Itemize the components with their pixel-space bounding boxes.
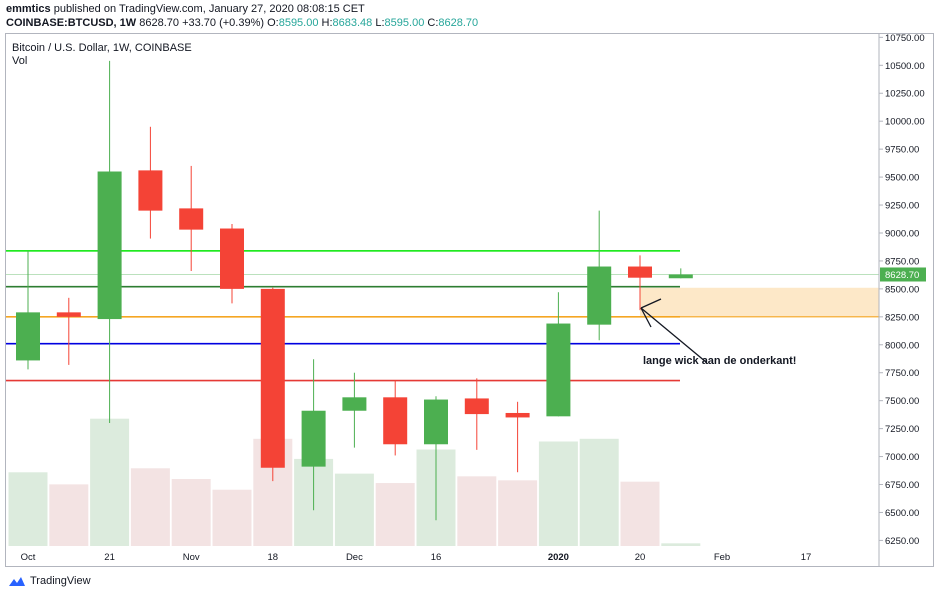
annotation-text: lange wick aan de onderkant! bbox=[643, 355, 797, 367]
author-name[interactable]: emmtics bbox=[6, 3, 51, 15]
publish-header: emmtics published on TradingView.com, Ja… bbox=[6, 3, 365, 15]
volume-label: Vol bbox=[12, 55, 28, 67]
candle-body bbox=[464, 398, 489, 415]
y-tick-label: 7500.00 bbox=[885, 396, 919, 407]
candle-body bbox=[546, 323, 571, 417]
candle-body bbox=[383, 397, 408, 445]
candle-body bbox=[138, 170, 163, 211]
chart-symbol-title: Bitcoin / U.S. Dollar, 1W, COINBASE bbox=[12, 42, 192, 54]
candle-body bbox=[342, 397, 367, 411]
y-tick-label: 10500.00 bbox=[885, 61, 925, 72]
volume-bar bbox=[130, 468, 170, 546]
footer-brand: TradingView bbox=[30, 575, 91, 587]
candle-body bbox=[505, 412, 530, 418]
close-value: 8628.70 bbox=[438, 17, 479, 29]
candle-body bbox=[424, 399, 448, 445]
published-text: published on TradingView.com, January 27… bbox=[53, 3, 365, 15]
open-label: O: bbox=[267, 17, 279, 29]
annotation-arrow-line bbox=[640, 307, 707, 363]
candle-body bbox=[668, 274, 693, 279]
volume-bar bbox=[375, 483, 415, 546]
volume-bar bbox=[620, 481, 660, 546]
y-tick-label: 10750.00 bbox=[885, 33, 925, 44]
support-zone bbox=[640, 287, 879, 317]
last-price-badge-label: 8628.70 bbox=[885, 270, 919, 281]
y-tick-label: 6250.00 bbox=[885, 536, 919, 547]
y-tick-label: 7000.00 bbox=[885, 452, 919, 463]
y-tick-label: 8000.00 bbox=[885, 340, 919, 351]
volume-bar bbox=[579, 438, 619, 546]
high-value: 8683.48 bbox=[332, 17, 373, 29]
tradingview-footer[interactable]: TradingView bbox=[8, 575, 91, 587]
y-tick-label: 8250.00 bbox=[885, 312, 919, 323]
y-tick-label: 8750.00 bbox=[885, 256, 919, 267]
price-change: +33.70 (+0.39%) bbox=[182, 17, 265, 29]
candle-body bbox=[587, 266, 612, 325]
candle-body bbox=[16, 312, 40, 361]
y-tick-label: 8500.00 bbox=[885, 284, 919, 295]
x-tick-label: 2020 bbox=[548, 552, 569, 563]
last-price-badge bbox=[880, 267, 926, 282]
candle-body bbox=[301, 410, 326, 467]
x-tick-label: 17 bbox=[801, 552, 812, 563]
x-tick-label: 21 bbox=[104, 552, 115, 563]
y-tick-label: 9000.00 bbox=[885, 228, 919, 239]
symbol-header: COINBASE:BTCUSD, 1W 8628.70 +33.70 (+0.3… bbox=[6, 17, 478, 29]
candle-body bbox=[260, 288, 285, 468]
symbol-line: COINBASE:BTCUSD, 1W bbox=[6, 17, 137, 29]
y-tick-label: 9500.00 bbox=[885, 173, 919, 184]
volume-bar bbox=[457, 476, 497, 546]
candle-body bbox=[56, 312, 81, 317]
annotation-arrow-head bbox=[640, 298, 662, 309]
y-tick-label: 9250.00 bbox=[885, 201, 919, 212]
y-tick-label: 10250.00 bbox=[885, 89, 925, 100]
y-tick-label: 7750.00 bbox=[885, 368, 919, 379]
x-tick-label: 18 bbox=[268, 552, 279, 563]
high-label: H: bbox=[321, 17, 333, 29]
y-tick-label: 7250.00 bbox=[885, 424, 919, 435]
y-tick-label: 10000.00 bbox=[885, 117, 925, 128]
x-tick-label: 20 bbox=[635, 552, 646, 563]
open-value: 8595.00 bbox=[278, 17, 319, 29]
volume-bar bbox=[90, 418, 130, 546]
x-tick-label: Nov bbox=[183, 552, 200, 563]
x-tick-label: Dec bbox=[346, 552, 363, 563]
volume-bar bbox=[661, 543, 701, 546]
candle-body bbox=[179, 208, 204, 230]
y-tick-label: 6500.00 bbox=[885, 508, 919, 519]
low-label: L: bbox=[375, 17, 385, 29]
volume-bar bbox=[171, 479, 211, 546]
annotation-arrow-head bbox=[640, 307, 652, 328]
tradingview-logo-icon bbox=[9, 577, 25, 586]
candle-body bbox=[628, 266, 652, 278]
x-tick-label: Oct bbox=[21, 552, 36, 563]
volume-bar bbox=[334, 473, 374, 546]
volume-bar bbox=[498, 480, 538, 546]
y-tick-label: 9750.00 bbox=[885, 145, 919, 156]
volume-bar bbox=[212, 489, 252, 546]
candle-body bbox=[220, 228, 244, 289]
last-price: 8628.70 bbox=[139, 17, 179, 29]
volume-bar bbox=[538, 441, 578, 546]
low-value: 8595.00 bbox=[384, 17, 425, 29]
candle-body bbox=[97, 171, 122, 320]
y-tick-label: 6750.00 bbox=[885, 480, 919, 491]
x-tick-label: Feb bbox=[714, 552, 730, 563]
close-label: C: bbox=[427, 17, 439, 29]
volume-bar bbox=[8, 472, 48, 546]
x-tick-label: 16 bbox=[431, 552, 442, 563]
chart-frame bbox=[5, 33, 934, 567]
volume-bar bbox=[49, 484, 89, 546]
